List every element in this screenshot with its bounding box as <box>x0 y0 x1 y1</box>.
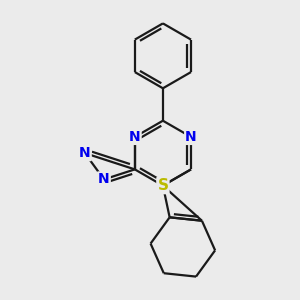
Text: N: N <box>185 130 197 144</box>
Text: S: S <box>158 178 168 193</box>
Text: N: N <box>129 130 141 144</box>
Text: N: N <box>98 172 110 186</box>
Text: N: N <box>79 146 91 160</box>
